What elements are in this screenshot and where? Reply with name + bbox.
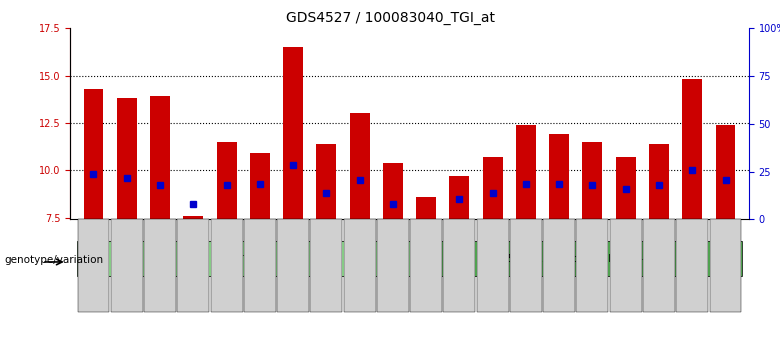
Bar	[250, 153, 270, 219]
Text: genotype/variation: genotype/variation	[4, 255, 103, 265]
Bar	[150, 96, 170, 219]
Bar	[117, 98, 136, 219]
Bar	[649, 144, 669, 219]
FancyBboxPatch shape	[576, 219, 608, 312]
FancyBboxPatch shape	[410, 219, 442, 312]
FancyBboxPatch shape	[410, 241, 742, 276]
Bar	[317, 144, 336, 219]
FancyBboxPatch shape	[610, 219, 642, 312]
FancyBboxPatch shape	[277, 219, 309, 312]
Bar	[682, 79, 702, 219]
Bar	[417, 197, 436, 219]
Bar	[383, 163, 402, 219]
FancyBboxPatch shape	[676, 219, 708, 312]
FancyBboxPatch shape	[543, 219, 575, 312]
Bar	[483, 157, 502, 219]
Bar	[183, 216, 204, 219]
Bar	[83, 89, 104, 219]
FancyBboxPatch shape	[77, 241, 410, 276]
FancyBboxPatch shape	[344, 219, 376, 312]
Text: control: control	[224, 253, 263, 263]
Bar	[516, 125, 536, 219]
Bar	[549, 134, 569, 219]
FancyBboxPatch shape	[77, 219, 109, 312]
FancyBboxPatch shape	[510, 219, 542, 312]
FancyBboxPatch shape	[310, 219, 342, 312]
FancyBboxPatch shape	[377, 219, 409, 312]
Bar	[449, 176, 470, 219]
Bar	[583, 142, 602, 219]
Bar	[217, 142, 236, 219]
Bar	[349, 114, 370, 219]
Bar	[283, 47, 303, 219]
FancyBboxPatch shape	[477, 219, 509, 312]
Bar	[615, 157, 636, 219]
FancyBboxPatch shape	[443, 219, 475, 312]
Bar	[715, 125, 736, 219]
Text: GDS4527 / 100083040_TGI_at: GDS4527 / 100083040_TGI_at	[285, 11, 495, 25]
FancyBboxPatch shape	[211, 219, 243, 312]
FancyBboxPatch shape	[111, 219, 143, 312]
FancyBboxPatch shape	[177, 219, 209, 312]
Text: C57BL/6.MOLFc4(51Mb)-Ldlr-/-: C57BL/6.MOLFc4(51Mb)-Ldlr-/-	[502, 253, 651, 263]
FancyBboxPatch shape	[643, 219, 675, 312]
FancyBboxPatch shape	[710, 219, 742, 312]
FancyBboxPatch shape	[144, 219, 176, 312]
FancyBboxPatch shape	[244, 219, 276, 312]
